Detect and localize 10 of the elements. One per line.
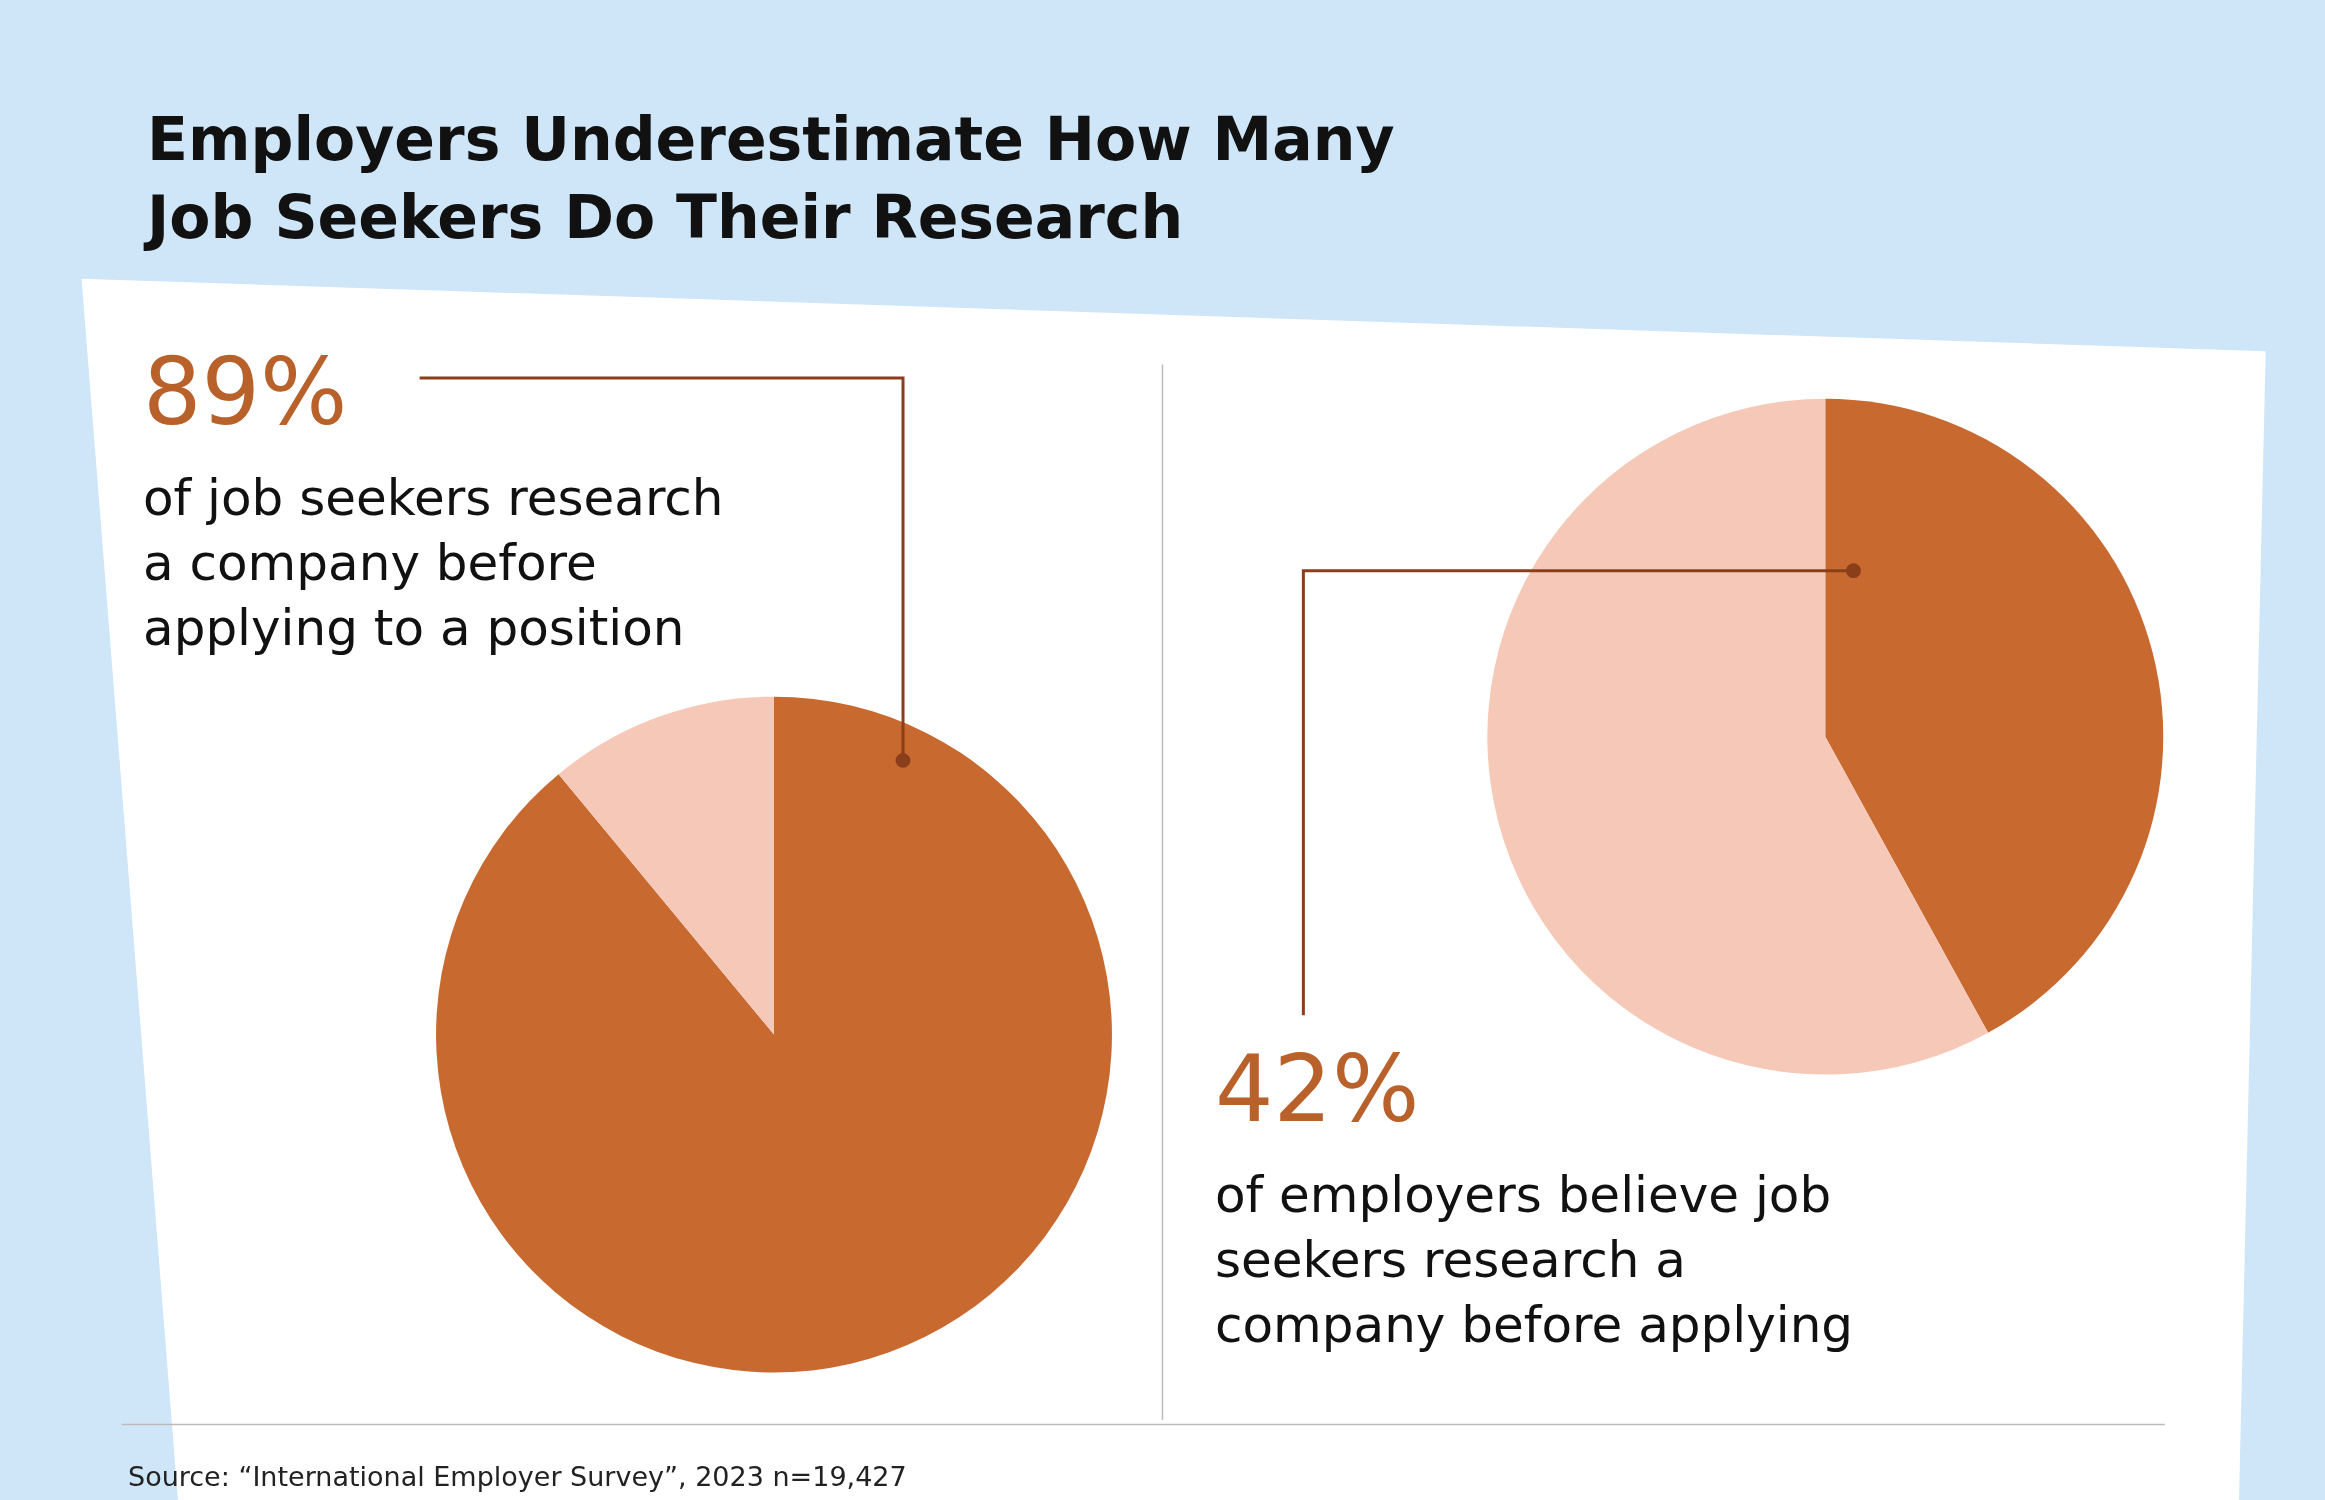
- pie-slice: [1825, 398, 2163, 1033]
- pie-slice: [558, 696, 775, 1035]
- chart-title: Employers Underestimate How Many Job Seekers Do Their Research: [143, 104, 1395, 252]
- source-note: Source: “International Employer Survey”, 2023 n=19,427: [128, 1461, 907, 1492]
- pie-slice: [436, 696, 1112, 1373]
- text: of employers believe job seekers research a company before applying: [1215, 1166, 1854, 1354]
- text: 89%: [143, 339, 348, 446]
- text: 42%: [1215, 1036, 1420, 1143]
- text: of job seekers research a company before applying to a position: [143, 469, 724, 657]
- pie-slice: [1488, 398, 1989, 1075]
